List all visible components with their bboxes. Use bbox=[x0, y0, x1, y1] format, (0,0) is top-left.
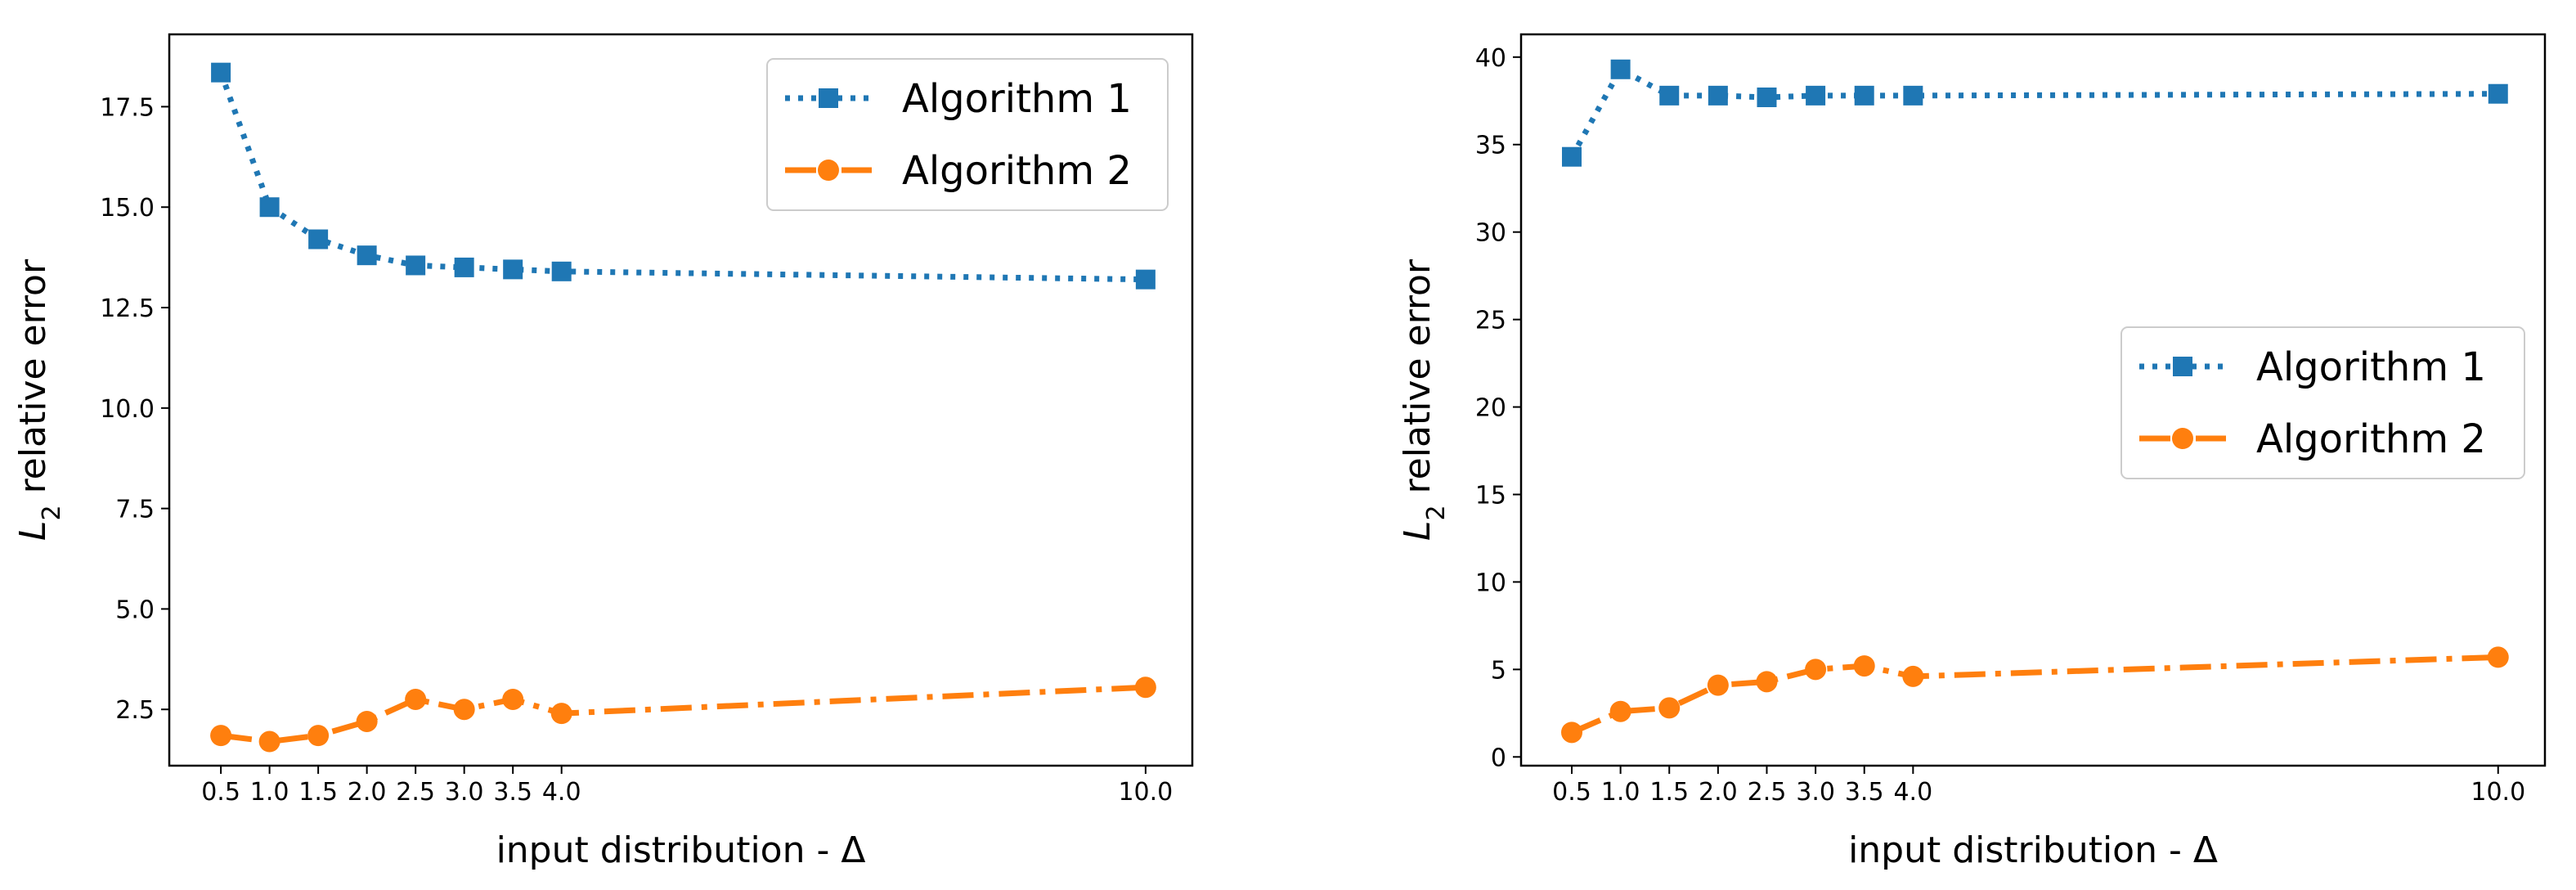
x-tick-label: 1.5 bbox=[1649, 778, 1689, 807]
legend-marker-1 bbox=[2173, 357, 2192, 376]
plot-frame bbox=[1519, 33, 2547, 767]
data-point bbox=[1658, 697, 1681, 719]
data-point bbox=[502, 688, 524, 710]
data-point bbox=[2488, 83, 2508, 104]
data-point bbox=[1853, 655, 1875, 677]
legend-entry-2: Algorithm 2 bbox=[902, 148, 1132, 194]
legend-entry-2: Algorithm 2 bbox=[2256, 416, 2486, 462]
data-point bbox=[2487, 646, 2509, 668]
data-point bbox=[1561, 721, 1583, 744]
legend-entry-1: Algorithm 1 bbox=[2256, 344, 2486, 390]
x-tick-label: 1.5 bbox=[298, 778, 338, 807]
series-line-2 bbox=[1570, 654, 2498, 735]
data-point bbox=[503, 259, 523, 280]
data-point bbox=[259, 197, 280, 218]
y-tick-label: 20 bbox=[1475, 394, 1506, 423]
x-tick-label: 2.5 bbox=[1748, 778, 1787, 807]
data-point bbox=[308, 229, 329, 249]
y-tick-label: 40 bbox=[1475, 44, 1506, 73]
x-tick-label: 3.0 bbox=[1796, 778, 1835, 807]
data-point bbox=[1806, 85, 1826, 106]
data-point bbox=[1708, 85, 1728, 106]
y-tick-label: 10.0 bbox=[100, 395, 155, 424]
data-point bbox=[1562, 146, 1582, 167]
data-point bbox=[550, 703, 572, 725]
x-tick-label: 2.0 bbox=[348, 778, 387, 807]
data-point bbox=[551, 261, 572, 281]
x-tick-label: 0.5 bbox=[1552, 778, 1591, 807]
data-point bbox=[1659, 85, 1680, 106]
data-point bbox=[1805, 659, 1827, 681]
y-tick-label: 35 bbox=[1475, 132, 1506, 160]
y-tick-label: 15.0 bbox=[100, 194, 155, 222]
x-tick-label: 3.0 bbox=[445, 778, 484, 807]
legend-marker-2 bbox=[2172, 428, 2193, 449]
data-point bbox=[406, 255, 426, 276]
data-point bbox=[1854, 85, 1874, 106]
data-point bbox=[1756, 671, 1778, 693]
y-tick-label: 2.5 bbox=[115, 696, 155, 725]
y-tick-label: 5 bbox=[1491, 656, 1506, 685]
legend-entry-1: Algorithm 1 bbox=[902, 76, 1132, 122]
data-point bbox=[1757, 87, 1777, 107]
y-tick-label: 10 bbox=[1475, 569, 1506, 597]
y-axis-label: L2 relative error bbox=[12, 258, 66, 541]
x-tick-label: 1.0 bbox=[250, 778, 289, 807]
x-axis-label: input distribution - Δ bbox=[496, 829, 866, 871]
x-tick-label: 3.5 bbox=[493, 778, 532, 807]
series-line-2 bbox=[220, 684, 1147, 745]
x-tick-label: 1.0 bbox=[1601, 778, 1640, 807]
data-point bbox=[1135, 269, 1156, 290]
data-point bbox=[1903, 85, 1923, 106]
data-point bbox=[356, 710, 378, 732]
data-point bbox=[405, 688, 427, 710]
y-tick-label: 12.5 bbox=[100, 294, 155, 323]
y-tick-label: 25 bbox=[1475, 307, 1506, 335]
data-point bbox=[211, 62, 231, 83]
data-point bbox=[453, 699, 475, 721]
plot-frame bbox=[168, 33, 1194, 767]
data-point bbox=[1902, 665, 1924, 687]
data-point bbox=[1134, 676, 1156, 699]
y-tick-label: 30 bbox=[1475, 219, 1506, 248]
data-point bbox=[307, 725, 330, 747]
x-tick-label: 4.0 bbox=[1893, 778, 1932, 807]
x-tick-label: 3.5 bbox=[1845, 778, 1884, 807]
y-tick-label: 7.5 bbox=[115, 496, 155, 524]
data-point bbox=[357, 245, 377, 266]
y-tick-label: 17.5 bbox=[100, 93, 155, 122]
y-tick-label: 5.0 bbox=[115, 596, 155, 624]
series-line-1 bbox=[1568, 66, 2498, 159]
legend-marker-1 bbox=[819, 88, 838, 108]
x-tick-label: 4.0 bbox=[542, 778, 581, 807]
chart-right: 0.5 1.0 1.5 2.0 2.5 3.0 3.5 4.0 10.0 0 5 10 15 20 25 30… bbox=[1397, 33, 2547, 871]
legend-marker-2 bbox=[818, 160, 839, 181]
data-point bbox=[258, 730, 280, 753]
x-tick-label: 2.5 bbox=[396, 778, 435, 807]
data-point bbox=[1707, 674, 1729, 696]
x-axis-label: input distribution - Δ bbox=[1848, 829, 2218, 871]
y-axis-label: L2 relative error bbox=[1397, 258, 1451, 541]
chart-left: 0.5 1.0 1.5 2.0 2.5 3.0 3.5 4.0 10.0 2.5 5.0 7.5 10.… bbox=[12, 33, 1194, 871]
data-point bbox=[1610, 59, 1631, 79]
x-tick-label: 10.0 bbox=[1118, 778, 1173, 807]
data-point bbox=[454, 257, 474, 277]
y-tick-label: 15 bbox=[1475, 481, 1506, 510]
data-point bbox=[210, 725, 232, 747]
data-point bbox=[1609, 700, 1631, 722]
y-tick-label: 0 bbox=[1491, 744, 1506, 772]
x-tick-label: 2.0 bbox=[1699, 778, 1738, 807]
x-tick-label: 10.0 bbox=[2471, 778, 2525, 807]
x-tick-label: 0.5 bbox=[201, 778, 240, 807]
